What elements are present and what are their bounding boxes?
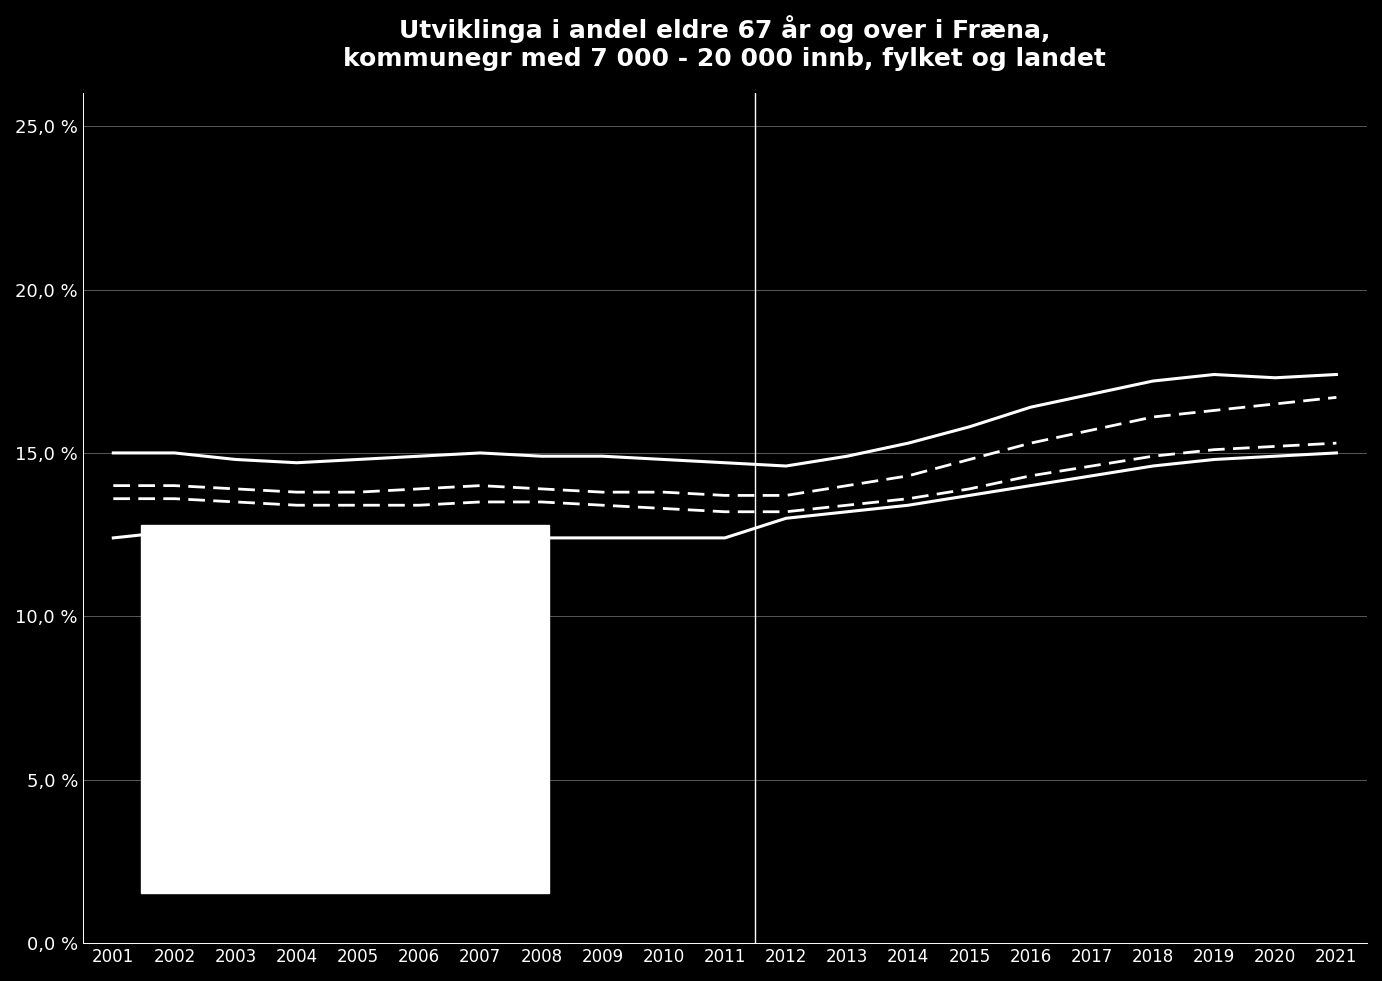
Title: Utviklinga i andel eldre 67 år og over i Fræna,
kommunegr med 7 000 - 20 000 inn: Utviklinga i andel eldre 67 år og over i… bbox=[344, 15, 1107, 71]
